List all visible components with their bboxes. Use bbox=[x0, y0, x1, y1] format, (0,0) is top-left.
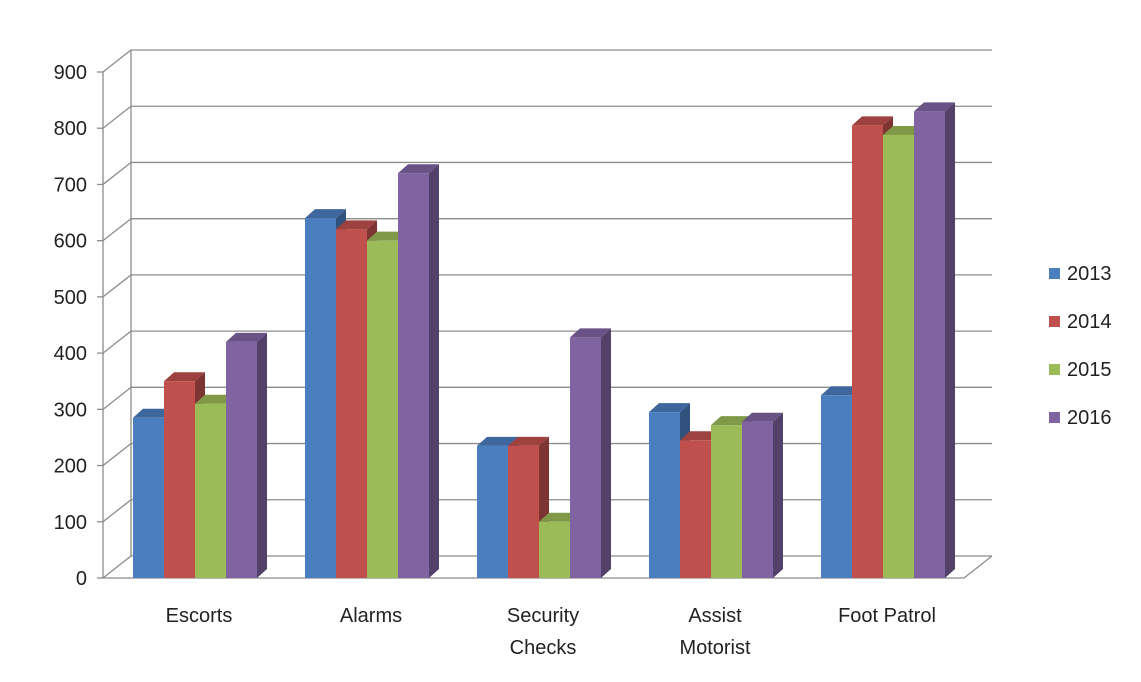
bar-top bbox=[914, 102, 955, 112]
x-category-label: Assist bbox=[688, 605, 742, 627]
y-tick-label: 800 bbox=[54, 118, 87, 140]
bar-front bbox=[649, 412, 680, 578]
bar-front bbox=[477, 445, 508, 578]
bar-front bbox=[305, 218, 336, 578]
bar-front bbox=[742, 421, 773, 578]
bar-front bbox=[570, 337, 601, 578]
bar-2013-3 bbox=[649, 403, 690, 578]
bar-top bbox=[367, 231, 408, 241]
gridline bbox=[102, 161, 992, 185]
bar-side bbox=[601, 328, 611, 578]
gridline bbox=[102, 49, 992, 73]
y-tick-label: 900 bbox=[54, 62, 87, 84]
x-category-label: Foot Patrol bbox=[838, 605, 936, 627]
bar-front bbox=[398, 173, 429, 578]
bar-top bbox=[649, 403, 690, 413]
y-tick-label: 400 bbox=[54, 343, 87, 365]
bar-front bbox=[914, 111, 945, 578]
bar-top bbox=[570, 328, 611, 338]
bar-top bbox=[680, 431, 721, 441]
bar-top bbox=[305, 209, 346, 219]
gridline bbox=[102, 105, 992, 129]
gridline bbox=[102, 274, 992, 298]
x-axis: Escorts Alarms Security Checks Assist Motoris… bbox=[166, 605, 936, 659]
y-tick-label: 700 bbox=[54, 174, 87, 196]
bar-front bbox=[680, 440, 711, 578]
bar-top bbox=[821, 386, 862, 396]
bar-front bbox=[852, 125, 883, 579]
x-category-label: Alarms bbox=[340, 605, 402, 627]
bar-front bbox=[133, 417, 164, 578]
legend-swatch bbox=[1049, 268, 1060, 279]
bar-top bbox=[195, 394, 236, 404]
x-category-label: Motorist bbox=[679, 637, 751, 659]
bar-top bbox=[398, 164, 439, 174]
bar-2016-4 bbox=[914, 102, 955, 578]
bar-top bbox=[508, 436, 549, 446]
legend: 2013 2014 2015 2016 bbox=[1049, 263, 1112, 429]
legend-swatch bbox=[1049, 364, 1060, 375]
bar-front bbox=[711, 425, 742, 578]
y-tick-label: 0 bbox=[76, 568, 87, 590]
gridlines bbox=[102, 49, 992, 579]
x-category-label: Escorts bbox=[166, 605, 233, 627]
legend-swatch bbox=[1049, 316, 1060, 327]
y-tick-label: 300 bbox=[54, 399, 87, 421]
bar-2016-2 bbox=[570, 328, 611, 578]
gridline bbox=[102, 330, 992, 354]
bar-top bbox=[539, 512, 580, 522]
bar-2016-0 bbox=[226, 332, 267, 578]
bar-front bbox=[539, 521, 570, 578]
y-axis: 0 100 200 300 400 500 600 700 800 900 bbox=[54, 62, 104, 590]
bar-front bbox=[226, 341, 257, 578]
bar-front bbox=[508, 445, 539, 578]
bar-front bbox=[336, 229, 367, 578]
x-category-label: Checks bbox=[510, 637, 577, 659]
bar-top bbox=[852, 116, 893, 126]
bar-top bbox=[711, 416, 752, 426]
bar-top bbox=[883, 125, 924, 135]
y-tick-label: 100 bbox=[54, 512, 87, 534]
bar-side bbox=[429, 164, 439, 578]
y-tick-label: 600 bbox=[54, 231, 87, 253]
legend-label: 2016 bbox=[1067, 407, 1112, 429]
bar-top bbox=[336, 220, 377, 230]
floor-right-edge bbox=[963, 555, 993, 579]
bar-2016-1 bbox=[398, 164, 439, 578]
bar-top bbox=[226, 332, 267, 342]
legend-swatch bbox=[1049, 412, 1060, 423]
bar-top bbox=[133, 408, 174, 418]
bar-2016-3 bbox=[742, 412, 783, 578]
bar-top bbox=[164, 372, 205, 382]
legend-label: 2014 bbox=[1067, 311, 1112, 333]
bar-front bbox=[164, 381, 195, 578]
bar-front bbox=[821, 395, 852, 578]
legend-label: 2015 bbox=[1067, 359, 1112, 381]
x-category-label: Security bbox=[507, 605, 579, 627]
y-tick-label: 200 bbox=[54, 456, 87, 478]
bar-front bbox=[883, 134, 914, 579]
bar-front bbox=[367, 240, 398, 578]
bar-side bbox=[945, 102, 955, 578]
bar-front bbox=[195, 403, 226, 578]
gridline bbox=[102, 386, 992, 410]
bar-side bbox=[773, 412, 783, 578]
gridline bbox=[102, 218, 992, 242]
bars bbox=[133, 102, 955, 579]
bar-top bbox=[477, 436, 518, 446]
y-tick-label: 500 bbox=[54, 287, 87, 309]
bar-top bbox=[742, 412, 783, 422]
bar-side bbox=[257, 332, 267, 578]
legend-label: 2013 bbox=[1067, 263, 1112, 285]
